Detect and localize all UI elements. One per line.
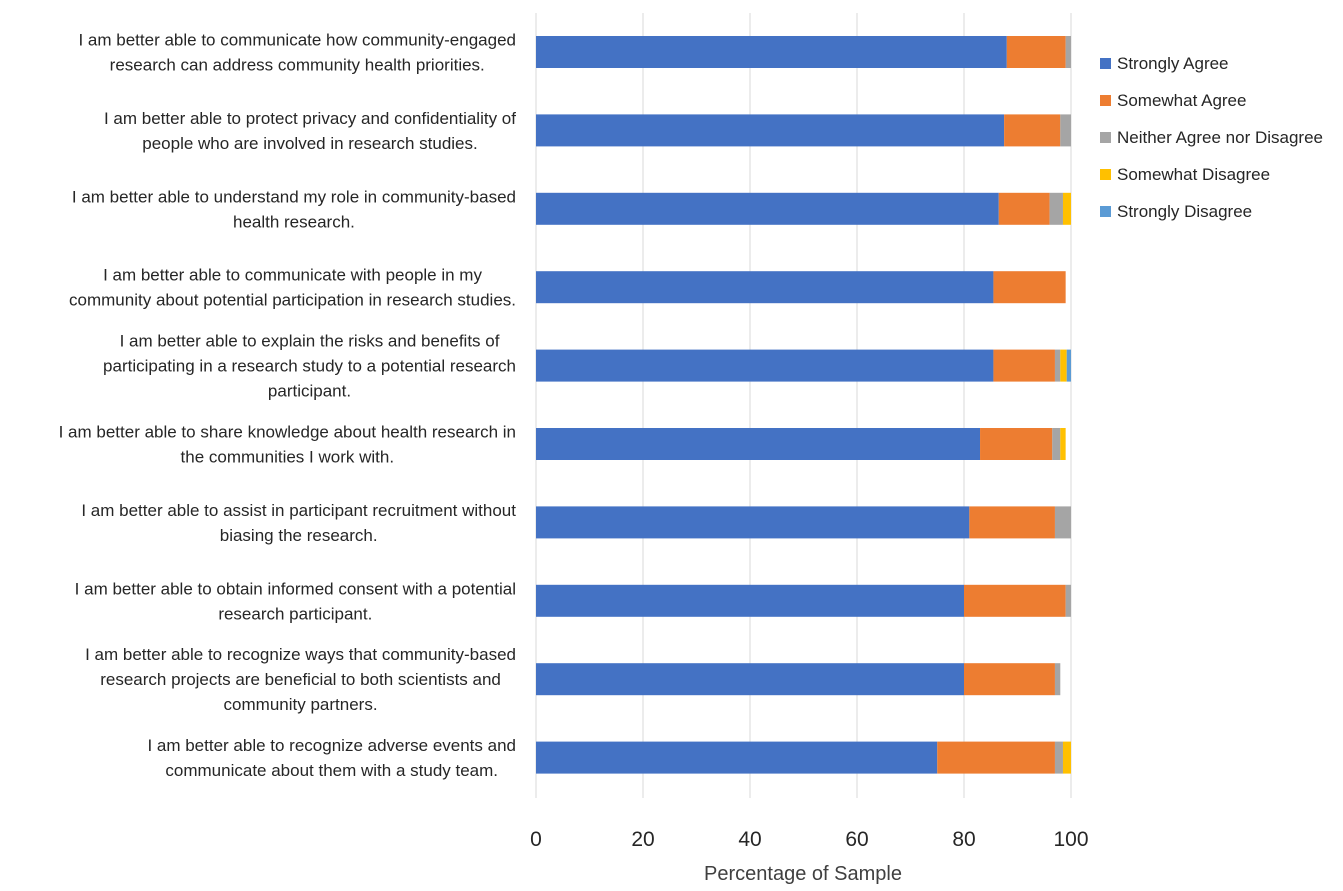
legend-swatch [1100, 58, 1111, 69]
legend-label: Somewhat Agree [1117, 91, 1246, 110]
bar-segment [1060, 428, 1066, 460]
category-label-line: research projects are beneficial to both… [100, 670, 501, 689]
category-label: I am better able to recognize ways that … [85, 645, 516, 714]
bar-segment [536, 36, 1007, 68]
bar-segment [1004, 114, 1061, 147]
bar-segment [536, 663, 964, 696]
bar-segment [1062, 741, 1071, 774]
category-label: I am better able to communicate how comm… [78, 31, 516, 75]
legend-label: Neither Agree nor Disagree [1117, 128, 1323, 147]
bar-segment [536, 349, 994, 382]
category-label-line: people who are involved in research stud… [142, 134, 477, 153]
bar-segment [964, 584, 1066, 617]
bar-segment [536, 192, 999, 225]
category-label: I am better able to assist in participan… [81, 501, 516, 545]
x-tick-label: 0 [530, 828, 542, 851]
category-label-line: biasing the research. [220, 526, 378, 545]
category-label-line: I am better able to protect privacy and … [104, 109, 516, 128]
category-label-line: I am better able to assist in participan… [81, 501, 516, 520]
bar-segment [536, 506, 970, 539]
category-label-line: I am better able to recognize ways that … [85, 645, 516, 664]
bar-segment [536, 741, 938, 774]
bar-segment [980, 428, 1053, 460]
x-tick-label: 40 [738, 828, 761, 851]
legend-swatch [1100, 169, 1111, 180]
x-axis-title: Percentage of Sample [704, 863, 902, 885]
category-label-line: I am better able to understand my role i… [72, 187, 516, 206]
category-label: I am better able to share knowledge abou… [59, 423, 516, 467]
bar-segment [1052, 428, 1061, 460]
bar-segment [1054, 349, 1061, 382]
category-label: I am better able to obtain informed cons… [75, 579, 516, 623]
category-label-line: I am better able to obtain informed cons… [75, 579, 516, 598]
bar-segment [993, 349, 1055, 382]
category-label-line: I am better able to explain the risks an… [120, 332, 500, 351]
bar-segment [998, 192, 1050, 225]
category-label-line: health research. [233, 212, 355, 231]
category-label-line: participant. [268, 382, 351, 401]
bar-segment [1049, 192, 1063, 225]
bar-segment [1065, 36, 1071, 68]
category-label-line: the communities I work with. [181, 448, 395, 467]
legend: Strongly Agree Somewhat Agree Neither Agre… [1100, 54, 1323, 221]
axis-layer: Percentage of Sample 0 20 40 60 80 100 [530, 828, 1088, 885]
legend-label: Strongly Disagree [1117, 202, 1252, 221]
x-tick-label: 80 [952, 828, 975, 851]
category-label-line: I am better able to share knowledge abou… [59, 423, 516, 442]
category-label-line: research can address community health pr… [110, 56, 485, 75]
bars-layer [536, 36, 1071, 774]
bar-segment [1060, 349, 1067, 382]
category-label-line: participating in a research study to a p… [103, 357, 516, 376]
x-tick-label: 60 [845, 828, 868, 851]
bar-segment [1054, 663, 1061, 696]
bar-segment [536, 428, 981, 460]
bar-segment [536, 584, 964, 617]
bar-segment [536, 114, 1005, 147]
category-label-line: community about potential participation … [69, 291, 516, 310]
legend-swatch [1100, 95, 1111, 106]
legend-label: Strongly Agree [1117, 54, 1229, 73]
category-label-line: community partners. [224, 695, 378, 714]
category-label: I am better able to protect privacy and … [104, 109, 516, 153]
legend-swatch [1100, 206, 1111, 217]
bar-segment [1066, 349, 1071, 382]
bar-segment [993, 271, 1066, 304]
bar-segment [1006, 36, 1066, 68]
bar-segment [1054, 741, 1063, 774]
category-label-line: I am better able to communicate with peo… [103, 266, 482, 285]
category-label-line: I am better able to communicate how comm… [78, 31, 516, 50]
category-labels: I am better able to communicate how comm… [59, 31, 517, 781]
category-label-line: I am better able to recognize adverse ev… [147, 736, 516, 755]
category-label: I am better able to explain the risks an… [103, 332, 516, 401]
bar-segment [1062, 192, 1071, 225]
bar-segment [1060, 114, 1071, 147]
legend-swatch [1100, 132, 1111, 143]
bar-segment [937, 741, 1055, 774]
bar-segment [536, 271, 994, 304]
category-label: I am better able to recognize adverse ev… [147, 736, 516, 780]
bar-segment [964, 663, 1055, 696]
legend-label: Somewhat Disagree [1117, 165, 1270, 184]
bar-segment [969, 506, 1055, 539]
category-label-line: research participant. [218, 604, 372, 623]
category-label: I am better able to understand my role i… [72, 187, 516, 231]
category-label: I am better able to communicate with peo… [69, 266, 516, 310]
bar-segment [1054, 506, 1071, 539]
bar-segment [1065, 584, 1071, 617]
x-tick-label: 20 [631, 828, 654, 851]
category-label-line: communicate about them with a study team… [165, 761, 498, 780]
x-tick-label: 100 [1053, 828, 1088, 851]
